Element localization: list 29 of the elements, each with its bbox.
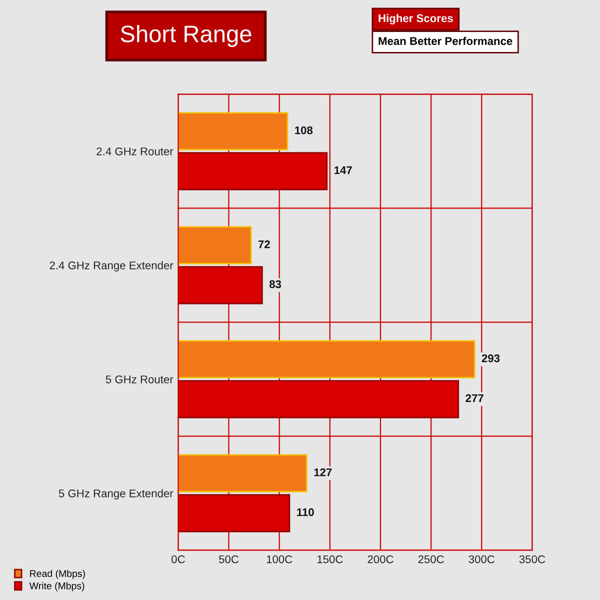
x-tick-label: 350C bbox=[519, 555, 546, 564]
y-tick-label: 5 GHz Router bbox=[106, 375, 174, 384]
legend-label: Read (Mbps) bbox=[30, 570, 85, 579]
data-label: 277 bbox=[466, 394, 484, 402]
y-tick-label: 5 GHz Range Extender bbox=[58, 489, 174, 500]
x-tick-label: 250C bbox=[418, 555, 444, 564]
data-label: 127 bbox=[314, 468, 332, 476]
chart-title: Short Range bbox=[120, 24, 252, 48]
text: Higher Scores bbox=[378, 14, 453, 24]
data-label: 293 bbox=[482, 354, 500, 362]
x-tick-label: 200C bbox=[368, 555, 394, 564]
data-label: 72 bbox=[258, 240, 270, 248]
text: Mean Better Performance bbox=[378, 36, 512, 45]
bar bbox=[178, 226, 252, 264]
x-tick-label: 300C bbox=[468, 555, 494, 564]
y-tick-label: 2.4 GHz Range Extender bbox=[50, 261, 174, 272]
data-label: 108 bbox=[295, 126, 313, 134]
x-tick-label: 150C bbox=[317, 555, 343, 564]
y-tick-label: 2.4 GHz Router bbox=[96, 147, 174, 156]
bar bbox=[178, 340, 476, 378]
bar bbox=[178, 112, 288, 150]
data-label: 83 bbox=[269, 280, 282, 288]
x-tick-label: 50C bbox=[219, 555, 239, 564]
x-tick-label: 0C bbox=[172, 555, 185, 564]
data-label: 110 bbox=[297, 508, 314, 516]
x-tick-label: 100C bbox=[266, 555, 292, 564]
legend-label: Write (Mbps) bbox=[29, 582, 84, 592]
bar bbox=[178, 454, 308, 492]
data-label: 147 bbox=[334, 166, 352, 174]
